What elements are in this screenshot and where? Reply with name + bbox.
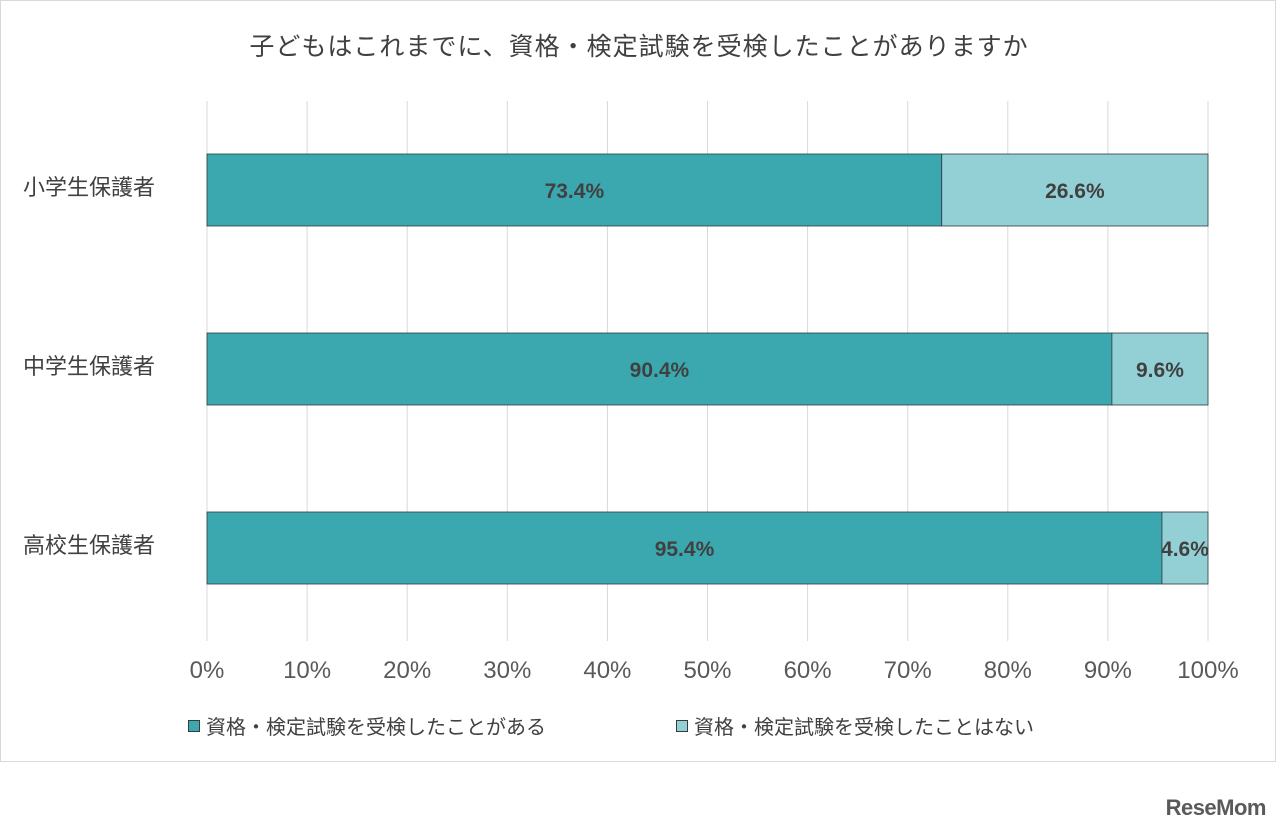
data-label: 9.6% bbox=[1136, 359, 1184, 382]
bar-segment bbox=[941, 153, 1209, 227]
x-tick-label: 60% bbox=[783, 657, 832, 684]
bar-segment bbox=[206, 332, 1113, 406]
data-label: 26.6% bbox=[1045, 180, 1105, 203]
data-label: 90.4% bbox=[630, 359, 690, 382]
x-tick-label: 80% bbox=[983, 657, 1032, 684]
category-label: 中学生保護者 bbox=[23, 355, 156, 380]
x-tick-label: 10% bbox=[283, 657, 332, 684]
legend-label: 資格・検定試験を受検したことはない bbox=[694, 715, 1034, 739]
bar-segment bbox=[1111, 332, 1209, 406]
x-tick-label: 30% bbox=[483, 657, 532, 684]
x-tick-label: 100% bbox=[1177, 657, 1239, 684]
x-tick-label: 50% bbox=[683, 657, 732, 684]
plot-area: 73.4% 26.6% 90.4% 9.6% 95.4% 4.6% bbox=[206, 101, 1209, 641]
chart-frame: 子どもはこれまでに、資格・検定試験を受検したことがありますか 73.4% 26.6… bbox=[0, 0, 1276, 762]
data-label: 73.4% bbox=[545, 180, 605, 203]
chart-title: 子どもはこれまでに、資格・検定試験を受検したことがありますか bbox=[249, 32, 1029, 61]
x-tick-label: 40% bbox=[583, 657, 632, 684]
data-label: 4.6% bbox=[1161, 538, 1209, 561]
category-label: 高校生保護者 bbox=[23, 534, 156, 559]
legend-item: 資格・検定試験を受検したことはない bbox=[676, 711, 1034, 740]
brand-logo: ReseMom bbox=[1165, 795, 1267, 820]
x-tick-label: 90% bbox=[1083, 657, 1132, 684]
category-label: 小学生保護者 bbox=[23, 176, 156, 201]
x-tick-label: 70% bbox=[883, 657, 932, 684]
legend: 資格・検定試験を受検したことがある 資格・検定試験を受検したことはない bbox=[1, 711, 1277, 739]
bar-segment bbox=[206, 511, 1163, 585]
legend-item: 資格・検定試験を受検したことがある bbox=[188, 711, 546, 740]
x-tick-label: 20% bbox=[383, 657, 432, 684]
x-tick-label: 0% bbox=[189, 657, 225, 684]
legend-swatch bbox=[188, 719, 200, 732]
legend-swatch bbox=[676, 719, 688, 732]
bar-segment bbox=[1161, 511, 1209, 585]
legend-label: 資格・検定試験を受検したことがある bbox=[206, 715, 546, 739]
data-label: 95.4% bbox=[655, 538, 715, 561]
